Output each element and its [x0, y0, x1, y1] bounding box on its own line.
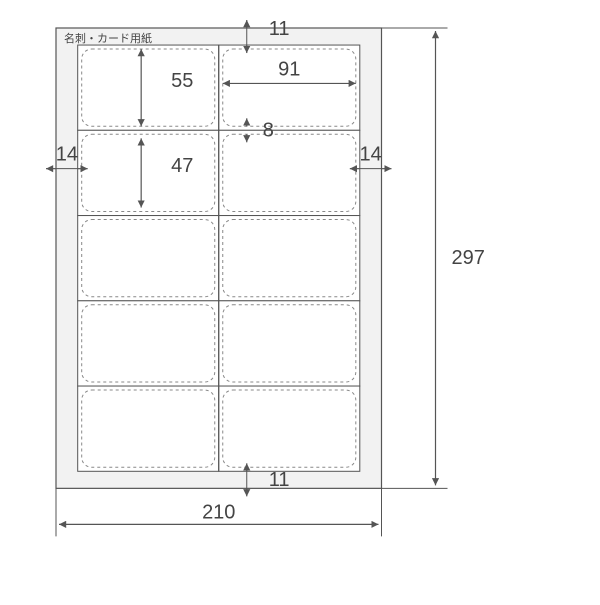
sheet-title: 名刺・カード用紙 — [64, 31, 152, 45]
diagram-stage: 名刺・カード用紙 11 55 91 8 47 14 14 11 297 210 — [0, 0, 600, 600]
dim-label: 14 — [360, 144, 382, 166]
dim-label: 47 — [171, 155, 193, 177]
dim-label: 297 — [452, 247, 485, 269]
dim-label: 91 — [278, 58, 300, 80]
dim-label: 11 — [269, 469, 290, 491]
dim-label: 11 — [269, 18, 290, 40]
dim-label: 14 — [56, 144, 78, 166]
dim-label: 55 — [171, 70, 193, 92]
dim-label: 8 — [263, 119, 274, 141]
dim-label: 210 — [202, 501, 235, 523]
